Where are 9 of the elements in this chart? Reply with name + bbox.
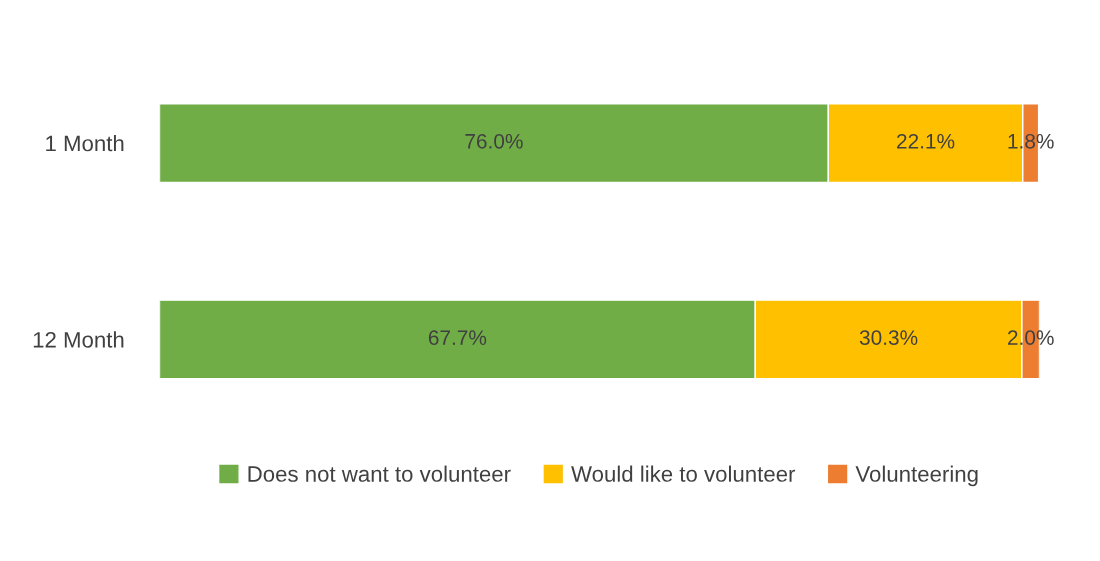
legend-label: Volunteering <box>855 465 978 487</box>
data-label: 76.0% <box>465 133 523 149</box>
data-label: 22.1% <box>897 133 955 149</box>
legend-label: Would like to volunteer <box>571 465 796 482</box>
y-tick-label: 12 Month <box>33 331 124 348</box>
data-label: 67.7% <box>428 330 487 345</box>
legend-label: Does not want to volunteer <box>248 465 511 482</box>
y-tick-label: 1 Month <box>46 135 124 152</box>
data-label: 30.3% <box>859 330 918 345</box>
